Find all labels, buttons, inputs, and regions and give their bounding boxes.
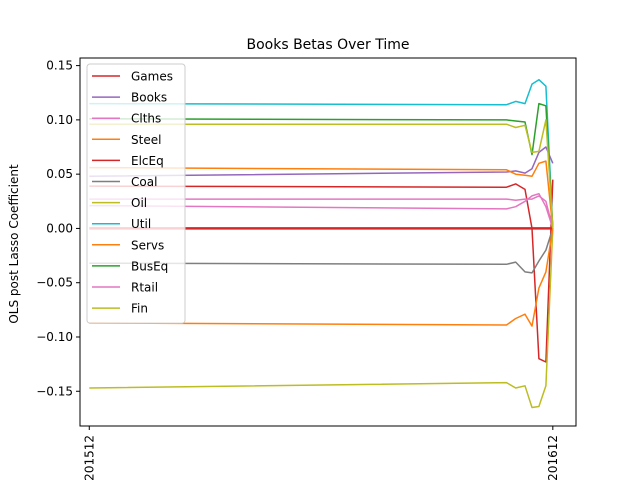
legend-box [86, 63, 186, 324]
y-tick-label: 0.05 [46, 167, 73, 181]
legend-label: Coal [131, 175, 157, 189]
y-tick-label: −0.15 [36, 384, 73, 398]
y-tick-label: −0.05 [36, 276, 73, 290]
plot-area [89, 78, 554, 409]
legend-label: Util [131, 217, 151, 231]
series-line-games [89, 179, 554, 363]
series-line-util [89, 78, 554, 229]
series-line-books [89, 146, 554, 178]
series-line-fin [89, 119, 554, 229]
series-line-coal [89, 228, 554, 274]
legend-label: Clths [131, 112, 161, 126]
legend-label: Games [131, 70, 173, 84]
y-tick-label: 0.00 [46, 221, 73, 235]
legend-label: Rtail [131, 281, 158, 295]
legend-label: BusEq [131, 259, 168, 273]
x-tick-label: 201512 [82, 435, 96, 480]
y-axis-label: OLS post Lasso Coefficient [7, 164, 21, 324]
y-tick-label: 0.10 [46, 113, 73, 127]
legend-label: ElcEq [131, 154, 164, 168]
chart-title: Books Betas Over Time [246, 37, 409, 53]
y-tick-label: −0.10 [36, 330, 73, 344]
legend-label: Books [131, 91, 167, 105]
legend-label: Oil [131, 196, 147, 210]
series-line-oil [89, 228, 554, 409]
legend-label: Fin [131, 302, 148, 316]
legend: Games Books Clths Steel ElcEq Coal Oil Util Serv… [86, 63, 186, 324]
axes: −0.15 −0.10 −0.05 0.00 0.05 0.10 0.15 201512 201… [36, 57, 577, 481]
x-tick-label: 201612 [546, 435, 560, 480]
series-line-rtail [89, 192, 554, 229]
series-line-steel [89, 160, 554, 229]
plot-frame [79, 57, 577, 427]
y-tick-label: 0.15 [46, 59, 73, 73]
legend-label: Steel [131, 133, 161, 147]
series-line-servs [89, 228, 554, 327]
legend-label: Servs [131, 238, 164, 252]
